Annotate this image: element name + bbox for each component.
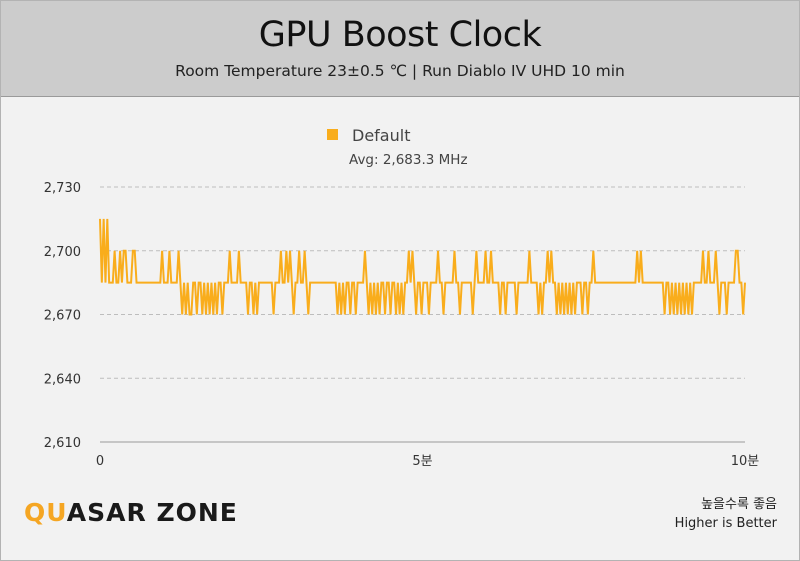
chart-subtitle: Room Temperature 23±0.5 ℃ | Run Diablo I… <box>175 62 625 80</box>
x-tick-label: 10분 <box>731 454 760 469</box>
series-line-default <box>99 218 746 316</box>
legend-average: Avg: 2,683.3 MHz <box>349 152 468 168</box>
higher-is-better-note: 높을수록 좋음 Higher is Better <box>675 495 777 533</box>
note-korean: 높을수록 좋음 <box>701 497 777 512</box>
y-tick-label: 2,700 <box>44 245 81 260</box>
y-tick-label: 2,730 <box>44 181 81 196</box>
y-tick-label: 2,610 <box>44 436 81 451</box>
x-tick-label: 5분 <box>412 454 432 469</box>
chart-header: GPU Boost Clock Room Temperature 23±0.5 … <box>1 1 799 97</box>
x-tick-label: 0 <box>96 454 104 469</box>
quasarzone-logo: QUASAR ZONE <box>24 498 238 527</box>
y-tick-label: 2,670 <box>44 309 81 324</box>
legend-swatch <box>327 129 338 140</box>
note-english: Higher is Better <box>674 516 777 531</box>
chart-title: GPU Boost Clock <box>258 15 542 55</box>
y-tick-label: 2,640 <box>44 372 81 387</box>
legend-label: Default <box>352 126 410 145</box>
